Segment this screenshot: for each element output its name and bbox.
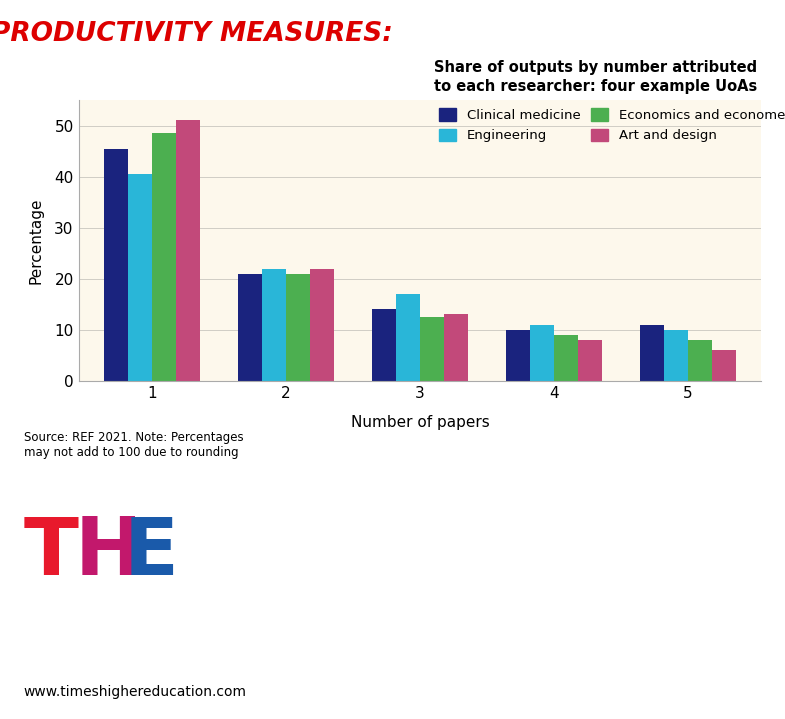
- Bar: [444, 314, 468, 381]
- Bar: [177, 121, 200, 381]
- Bar: [712, 350, 736, 381]
- Text: Source: REF 2021. Note: Percentages
may not add to 100 due to rounding: Source: REF 2021. Note: Percentages may …: [24, 431, 243, 459]
- Bar: [262, 268, 286, 381]
- Bar: [128, 174, 152, 381]
- Bar: [663, 330, 688, 381]
- Bar: [372, 309, 396, 381]
- Text: H: H: [75, 514, 142, 592]
- Text: Share of outputs by number attributed
to each researcher: four example UoAs: Share of outputs by number attributed to…: [433, 60, 757, 94]
- Bar: [104, 149, 128, 381]
- Text: DISTRIBUTION OF OUTPUTS: DISTRIBUTION OF OUTPUTS: [394, 21, 785, 47]
- Bar: [688, 340, 712, 381]
- Bar: [578, 340, 602, 381]
- Bar: [238, 274, 262, 381]
- Y-axis label: Percentage: Percentage: [28, 197, 43, 284]
- Bar: [420, 317, 444, 381]
- Bar: [152, 133, 177, 381]
- Bar: [396, 294, 420, 381]
- Bar: [530, 325, 554, 381]
- Text: E: E: [124, 514, 179, 592]
- Text: T: T: [24, 514, 78, 592]
- X-axis label: Number of papers: Number of papers: [351, 415, 489, 429]
- Bar: [640, 325, 663, 381]
- Text: PRODUCTIVITY MEASURES:: PRODUCTIVITY MEASURES:: [0, 21, 392, 47]
- Bar: [554, 335, 578, 381]
- Bar: [286, 274, 310, 381]
- Bar: [310, 268, 334, 381]
- Bar: [506, 330, 530, 381]
- Legend: Clinical medicine, Engineering, Economics and econometrics, Art and design: Clinical medicine, Engineering, Economic…: [433, 103, 785, 147]
- Text: www.timeshighereducation.com: www.timeshighereducation.com: [24, 685, 246, 699]
